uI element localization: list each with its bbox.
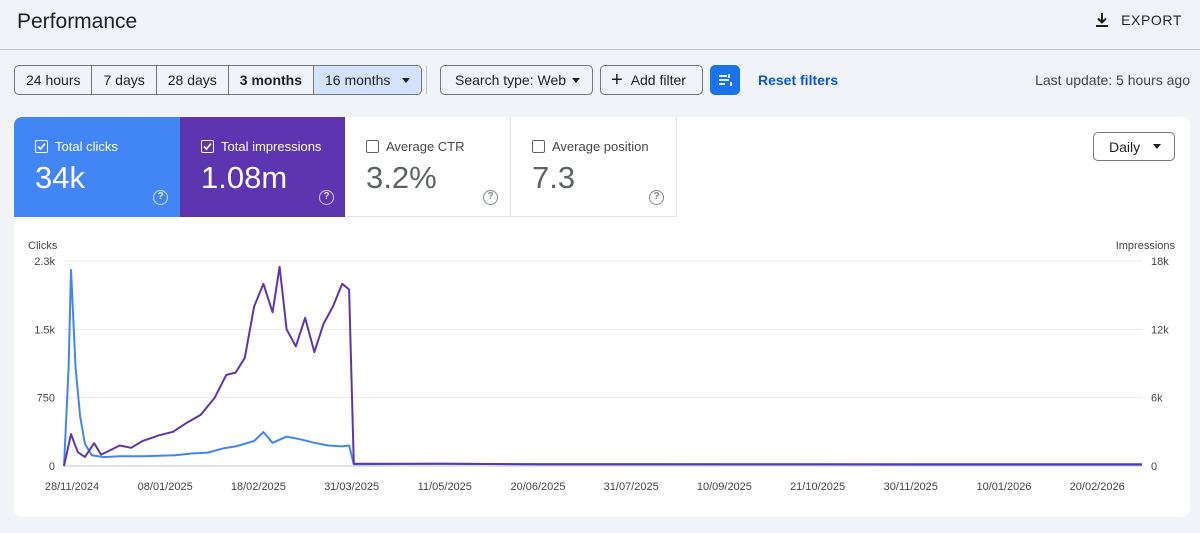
y-right-tick-label: 12k bbox=[1151, 324, 1169, 336]
x-tick-label: 31/03/2025 bbox=[324, 481, 379, 493]
y-right-tick-label: 6k bbox=[1151, 393, 1163, 405]
range-7-days[interactable]: 7 days bbox=[92, 66, 157, 94]
dropdown-caret-icon bbox=[572, 77, 580, 83]
metric-value: 3.2% bbox=[366, 160, 437, 195]
range-3-months[interactable]: 3 months bbox=[229, 66, 315, 94]
metric-value: 34k bbox=[35, 160, 85, 195]
filter-settings-button[interactable] bbox=[710, 65, 740, 95]
series-line-clicks bbox=[63, 268, 1142, 467]
dropdown-caret-icon bbox=[402, 77, 411, 83]
y-left-tick-label: 2.3k bbox=[34, 256, 55, 268]
metric-value: 1.08m bbox=[201, 160, 288, 195]
metric-label: Average position bbox=[552, 139, 649, 154]
help-icon[interactable]: ? bbox=[319, 190, 334, 205]
metric-value: 7.3 bbox=[532, 160, 576, 195]
download-icon bbox=[1096, 13, 1109, 27]
plus-icon: + bbox=[611, 69, 623, 91]
x-tick-label: 08/01/2025 bbox=[138, 481, 193, 493]
x-tick-label: 28/11/2024 bbox=[45, 481, 99, 493]
search-type-label: Search type: Web bbox=[455, 72, 567, 88]
y-left-tick-label: 750 bbox=[37, 393, 55, 405]
export-button[interactable]: EXPORT bbox=[1093, 11, 1182, 29]
x-tick-label: 11/05/2025 bbox=[418, 481, 472, 493]
metric-label-row: Total impressions bbox=[201, 139, 321, 154]
divider bbox=[426, 66, 427, 94]
granularity-label: Daily bbox=[1109, 138, 1141, 155]
x-tick-label: 20/02/2026 bbox=[1070, 481, 1125, 493]
help-icon[interactable]: ? bbox=[649, 190, 664, 205]
x-tick-label: 21/10/2025 bbox=[790, 481, 845, 493]
metric-average-ctr[interactable]: Average CTR 3.2% ? bbox=[345, 117, 511, 217]
performance-chart: 0 0 750 6k 1.5k 12k 2.3k 18k Clicks Impressions 28… bbox=[28, 240, 1176, 493]
metric-total-clicks[interactable]: Total clicks 34k ? bbox=[14, 117, 180, 217]
metric-label-row: Total clicks bbox=[35, 139, 118, 154]
x-tick-label: 18/02/2025 bbox=[231, 481, 286, 493]
help-icon[interactable]: ? bbox=[153, 190, 168, 205]
range-16-months[interactable]: 16 months bbox=[314, 66, 422, 94]
range-16-months-label: 16 months bbox=[325, 72, 391, 88]
x-tick-label: 30/11/2025 bbox=[884, 481, 938, 493]
x-tick-label: 10/09/2025 bbox=[697, 481, 752, 493]
export-label: EXPORT bbox=[1121, 12, 1182, 28]
last-update-text: Last update: 5 hours ago bbox=[1035, 72, 1190, 88]
metric-label-row: Average position bbox=[532, 139, 649, 154]
checkbox-unchecked-icon bbox=[366, 140, 379, 153]
y-left-axis-label: Clicks bbox=[28, 240, 58, 252]
filter-list-icon bbox=[719, 74, 732, 86]
date-range-selector: 24 hours 7 days 28 days 3 months 16 mont… bbox=[14, 65, 423, 95]
range-24-hours[interactable]: 24 hours bbox=[15, 66, 93, 94]
y-left-tick-label: 1.5k bbox=[34, 324, 55, 336]
metric-label-row: Average CTR bbox=[366, 139, 465, 154]
dropdown-caret-icon bbox=[1153, 144, 1161, 149]
range-28-days[interactable]: 28 days bbox=[157, 66, 229, 94]
series-line-impressions bbox=[63, 265, 1142, 467]
metric-total-impressions[interactable]: Total impressions 1.08m ? bbox=[180, 117, 346, 217]
search-type-dropdown[interactable]: Search type: Web bbox=[440, 65, 593, 95]
performance-card: Total clicks 34k ? Total impressions 1.0… bbox=[14, 117, 1190, 517]
checkbox-unchecked-icon bbox=[532, 140, 545, 153]
metric-label: Total impressions bbox=[221, 139, 322, 154]
granularity-dropdown[interactable]: Daily bbox=[1093, 132, 1175, 161]
reset-filters-link[interactable]: Reset filters bbox=[758, 72, 839, 88]
checkbox-checked-icon bbox=[201, 140, 214, 153]
page-title: Performance bbox=[17, 10, 138, 33]
y-right-tick-label: 18k bbox=[1151, 256, 1169, 268]
add-filter-label: Add filter bbox=[630, 72, 686, 88]
x-tick-label: 31/07/2025 bbox=[604, 481, 659, 493]
top-bar: Performance EXPORT bbox=[0, 0, 1200, 50]
add-filter-button[interactable]: + Add filter bbox=[600, 65, 703, 95]
x-tick-label: 20/06/2025 bbox=[510, 481, 565, 493]
y-right-tick-label: 0 bbox=[1151, 461, 1157, 473]
metric-average-position[interactable]: Average position 7.3 ? bbox=[511, 117, 677, 217]
metric-label: Total clicks bbox=[55, 139, 118, 154]
checkbox-checked-icon bbox=[35, 140, 48, 153]
x-tick-label: 10/01/2026 bbox=[976, 481, 1031, 493]
metric-label: Average CTR bbox=[386, 139, 465, 154]
y-right-axis-label: Impressions bbox=[1116, 240, 1176, 252]
y-left-tick-label: 0 bbox=[49, 461, 55, 473]
help-icon[interactable]: ? bbox=[483, 190, 498, 205]
